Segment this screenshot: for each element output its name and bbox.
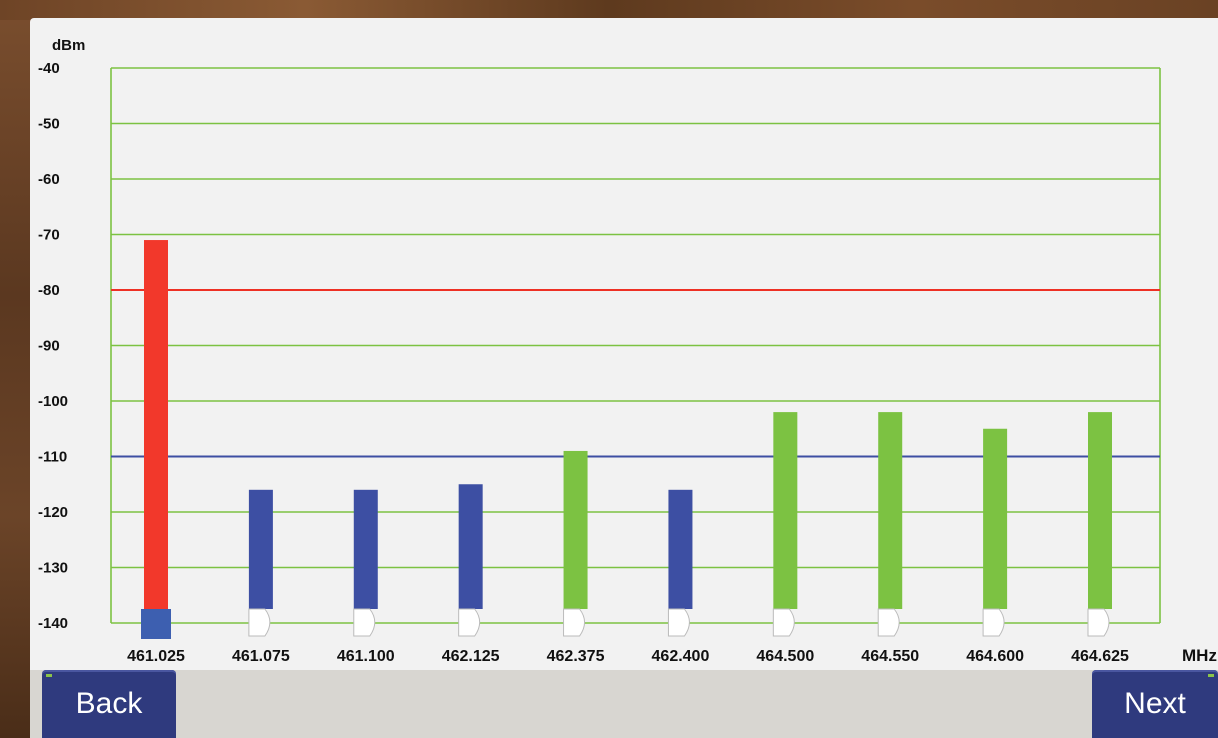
selected-channel-marker[interactable] — [141, 609, 171, 639]
channel-marker[interactable] — [248, 608, 271, 637]
x-tick-label: 462.125 — [442, 648, 500, 665]
spectrum-screen — [30, 18, 1218, 738]
y-tick-label: -50 — [38, 116, 60, 133]
y-axis-label: dBm — [52, 37, 85, 54]
bar — [668, 489, 693, 609]
next-button[interactable]: Next — [1092, 670, 1218, 738]
button-accent — [46, 674, 52, 677]
bar — [248, 489, 273, 609]
y-tick-label: -120 — [38, 504, 68, 521]
x-tick-label: 462.375 — [547, 648, 605, 665]
x-tick-label: 461.025 — [127, 648, 185, 665]
x-axis-label: MHz — [1182, 646, 1217, 665]
bar — [144, 240, 168, 610]
y-tick-label: -140 — [38, 615, 68, 632]
x-tick-label: 464.550 — [861, 648, 919, 665]
y-tick-label: -80 — [38, 282, 60, 299]
y-tick-label: -90 — [38, 338, 60, 355]
x-tick-label: 464.500 — [756, 648, 814, 665]
bottom-bar — [30, 670, 1218, 738]
bar — [773, 412, 798, 609]
x-tick-label: 464.625 — [1071, 648, 1129, 665]
channel-marker[interactable] — [563, 608, 586, 637]
bar — [878, 412, 903, 609]
y-tick-label: -100 — [38, 393, 68, 410]
channel-marker[interactable] — [458, 608, 481, 637]
y-tick-label: -110 — [38, 449, 67, 466]
channel-marker[interactable] — [353, 608, 376, 637]
x-tick-label: 462.400 — [652, 648, 710, 665]
bar — [983, 428, 1008, 609]
channel-marker[interactable] — [982, 608, 1005, 637]
x-tick-label: 461.100 — [337, 648, 395, 665]
x-tick-label: 461.075 — [232, 648, 290, 665]
channel-marker[interactable] — [1087, 608, 1110, 637]
device-bezel-top — [0, 0, 1218, 20]
channel-markers[interactable] — [141, 608, 1110, 639]
bar — [563, 450, 588, 609]
channel-marker[interactable] — [772, 608, 795, 637]
bar — [458, 484, 483, 609]
bar — [1088, 412, 1112, 609]
channel-marker[interactable] — [667, 608, 690, 637]
x-tick-label: 464.600 — [966, 648, 1024, 665]
axis-ticks: -40 -50 -60 -70 -80 -90 -100 -110 -120 -130 -140 46… — [38, 60, 1129, 665]
back-button[interactable]: Back — [42, 670, 176, 738]
y-tick-label: -40 — [38, 60, 60, 77]
y-tick-label: -130 — [38, 560, 68, 577]
y-tick-label: -70 — [38, 227, 60, 244]
bar — [353, 489, 378, 609]
next-button-label: Next — [1124, 687, 1186, 720]
back-button-label: Back — [75, 687, 143, 720]
y-tick-label: -60 — [38, 171, 60, 188]
button-accent — [1208, 674, 1214, 677]
channel-marker[interactable] — [877, 608, 900, 637]
bars — [144, 240, 1112, 610]
